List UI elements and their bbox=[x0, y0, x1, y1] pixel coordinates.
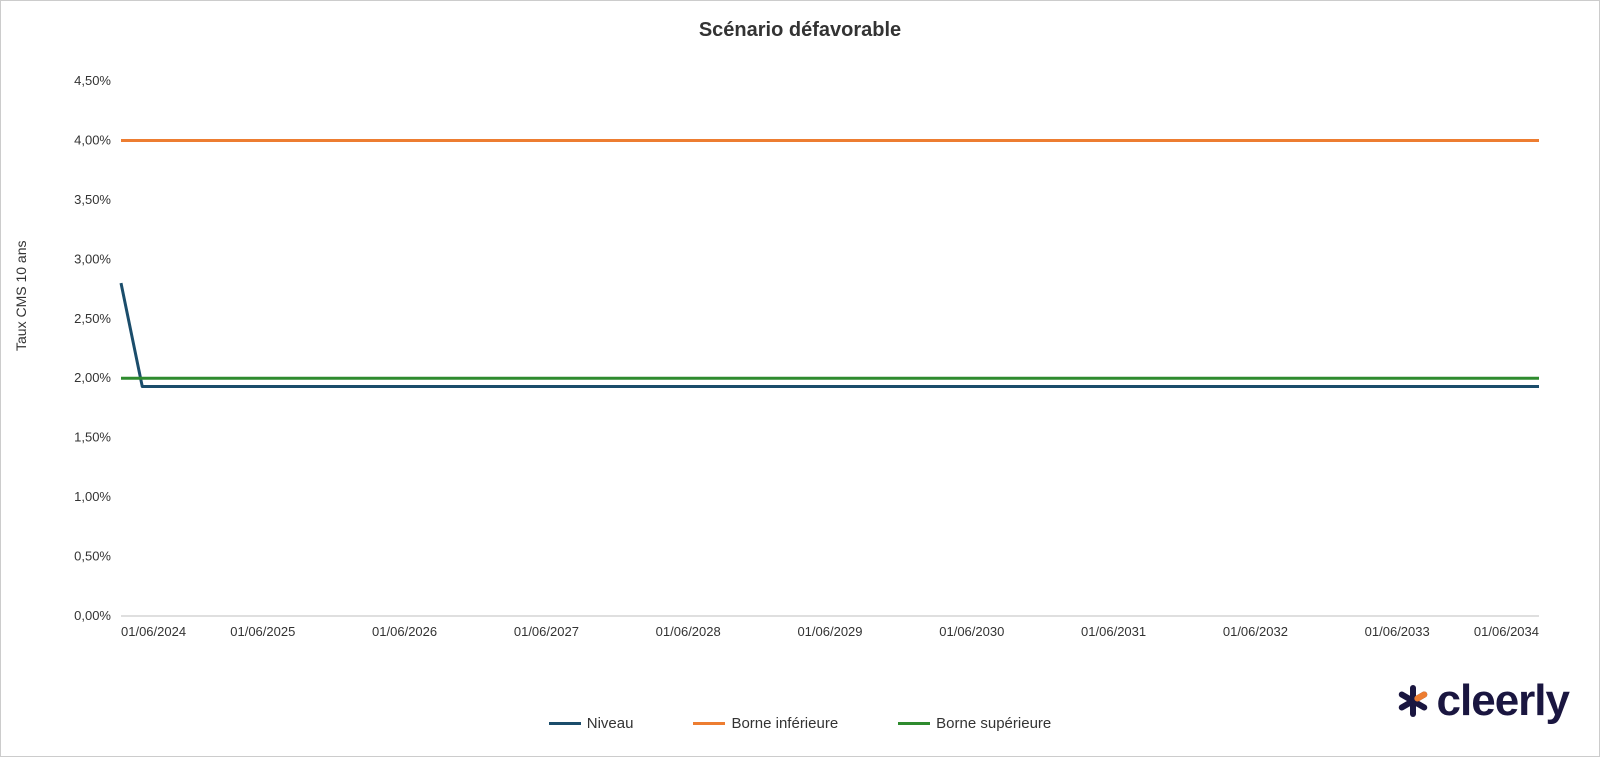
y-tick-label: 3,50% bbox=[74, 192, 111, 207]
y-tick-label: 0,50% bbox=[74, 549, 111, 564]
y-tick-label: 4,50% bbox=[74, 73, 111, 88]
legend-item: Niveau bbox=[549, 715, 634, 732]
legend-label: Borne supérieure bbox=[936, 715, 1051, 732]
x-tick-label: 01/06/2031 bbox=[1081, 624, 1146, 639]
x-tick-label: 01/06/2029 bbox=[797, 624, 862, 639]
y-tick-label: 0,00% bbox=[74, 608, 111, 623]
legend-label: Niveau bbox=[587, 715, 634, 732]
series-line bbox=[121, 283, 1539, 386]
y-tick-label: 2,00% bbox=[74, 370, 111, 385]
x-tick-label: 01/06/2026 bbox=[372, 624, 437, 639]
y-axis-title: Taux CMS 10 ans bbox=[13, 241, 29, 352]
y-tick-label: 4,00% bbox=[74, 132, 111, 147]
y-tick-label: 2,50% bbox=[74, 311, 111, 326]
legend-swatch bbox=[693, 722, 725, 725]
legend: Niveau Borne inférieure Borne supérieure bbox=[1, 712, 1599, 732]
brand-logo-text: cleerly bbox=[1437, 676, 1569, 726]
legend-swatch bbox=[549, 722, 581, 725]
asterisk-icon bbox=[1395, 683, 1431, 719]
x-tick-label: 01/06/2032 bbox=[1223, 624, 1288, 639]
x-tick-label: 01/06/2024 bbox=[121, 624, 186, 639]
x-tick-label: 01/06/2030 bbox=[939, 624, 1004, 639]
chart-title: Scénario défavorable bbox=[1, 19, 1599, 42]
plot-area: 0,00%0,50%1,00%1,50%2,00%2,50%3,00%3,50%… bbox=[121, 81, 1539, 646]
legend-swatch bbox=[898, 722, 930, 725]
chart-frame: Scénario défavorable Taux CMS 10 ans 0,0… bbox=[0, 0, 1600, 757]
y-tick-label: 1,00% bbox=[74, 489, 111, 504]
y-tick-label: 1,50% bbox=[74, 430, 111, 445]
chart-svg: 0,00%0,50%1,00%1,50%2,00%2,50%3,00%3,50%… bbox=[121, 81, 1539, 646]
x-tick-label: 01/06/2027 bbox=[514, 624, 579, 639]
x-tick-label: 01/06/2034 bbox=[1474, 624, 1539, 639]
x-tick-label: 01/06/2033 bbox=[1365, 624, 1430, 639]
x-tick-label: 01/06/2028 bbox=[656, 624, 721, 639]
legend-item: Borne inférieure bbox=[693, 715, 838, 732]
brand-logo: cleerly bbox=[1395, 676, 1569, 726]
legend-item: Borne supérieure bbox=[898, 715, 1051, 732]
x-tick-label: 01/06/2025 bbox=[230, 624, 295, 639]
legend-label: Borne inférieure bbox=[731, 715, 838, 732]
y-tick-label: 3,00% bbox=[74, 251, 111, 266]
